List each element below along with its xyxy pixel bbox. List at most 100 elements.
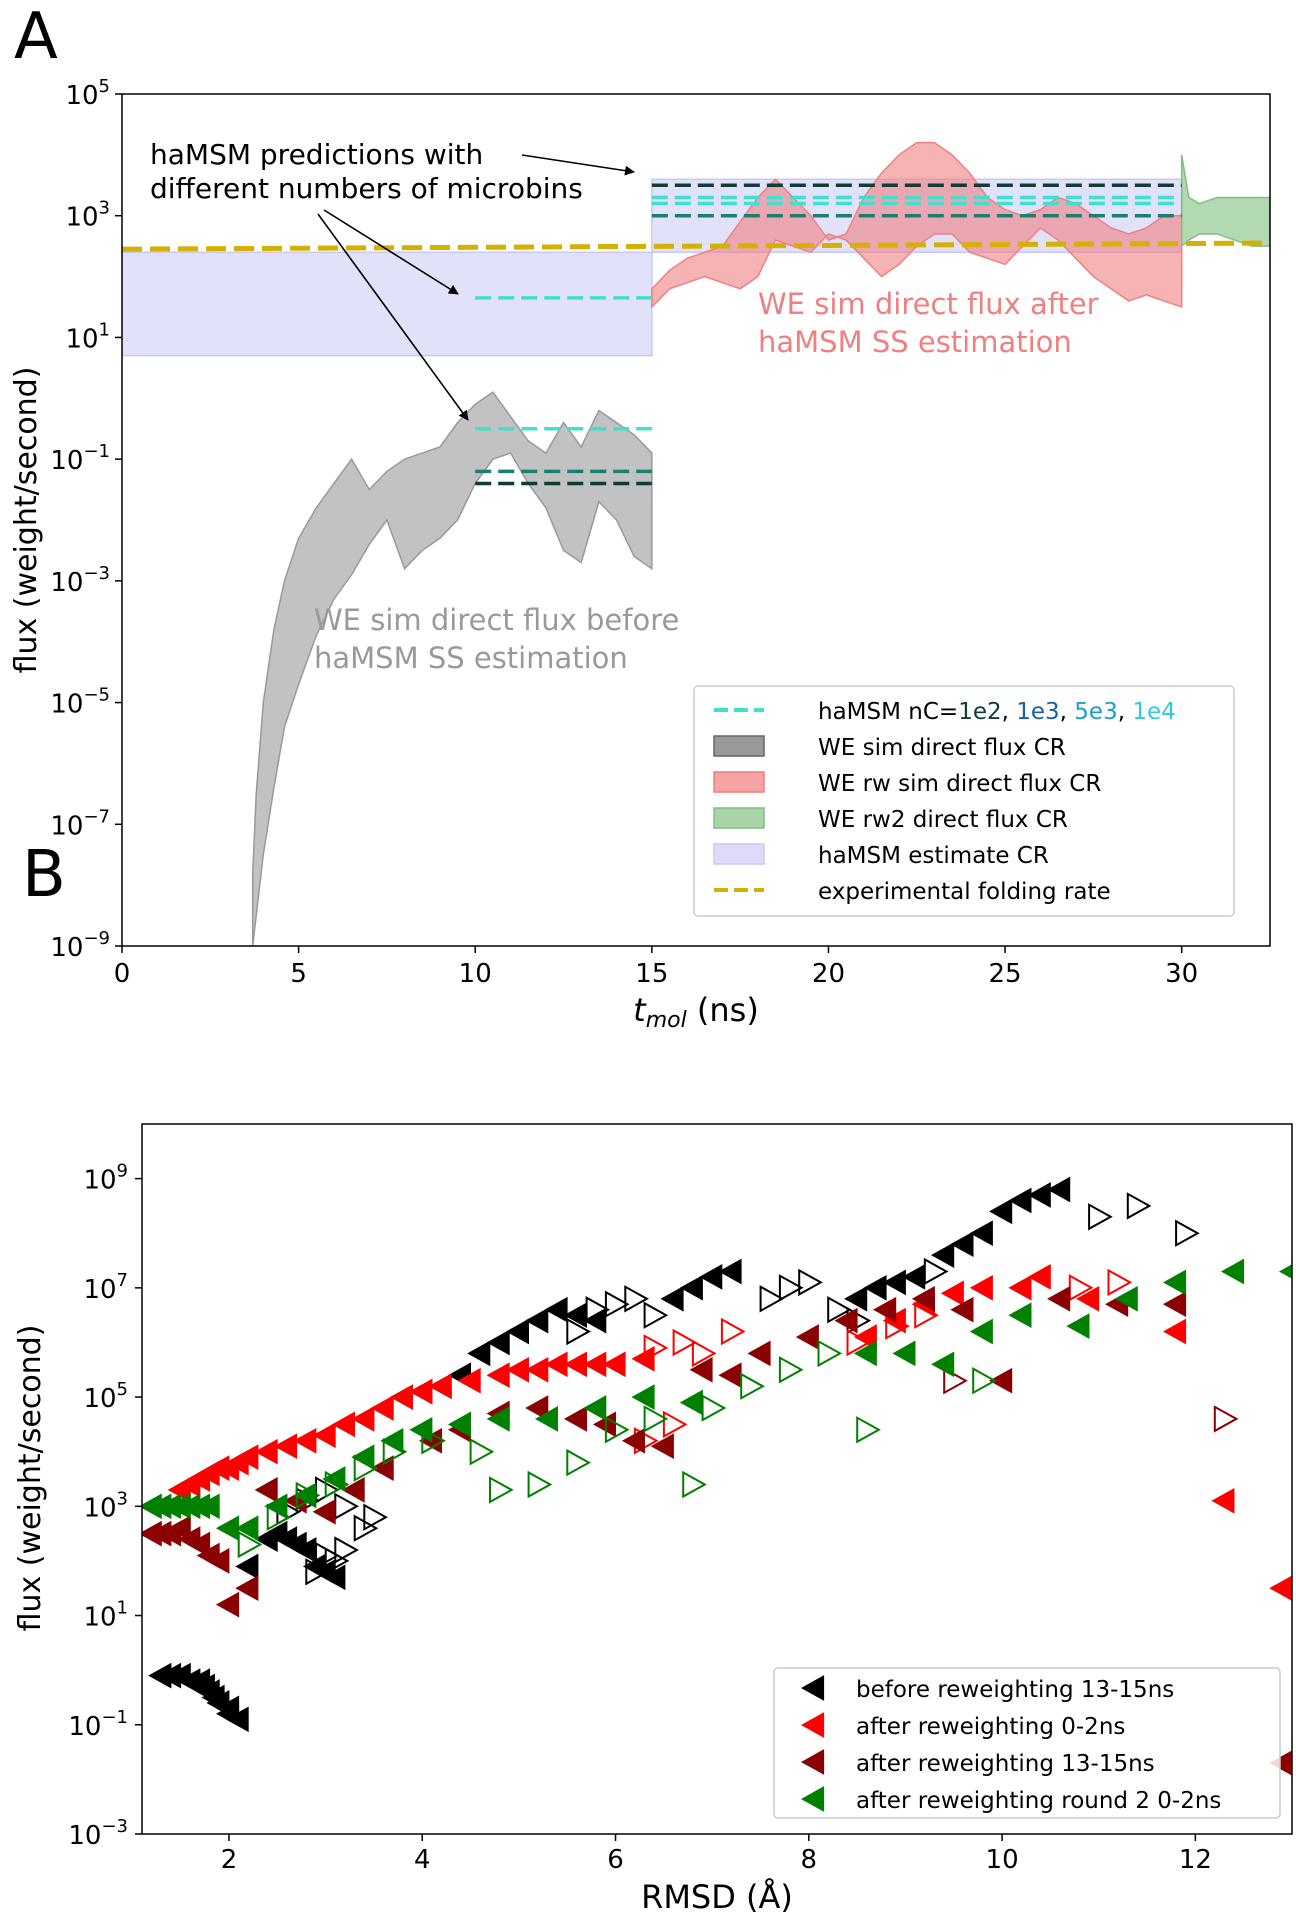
scatter-point-series-2 [1008, 1274, 1032, 1301]
scatter-point-series-0 [486, 1329, 510, 1356]
we-rw2-band [1180, 154, 1270, 248]
scatter-point-series-3 [643, 1334, 669, 1362]
scatter-point-series-4 [563, 1406, 587, 1432]
panel-a-y-tick-label: 105 [65, 76, 110, 111]
annotation-arrow-1 [323, 209, 459, 295]
scatter-point-series-7 [421, 1427, 446, 1455]
scatter-point-series-2 [1076, 1285, 1100, 1312]
panel-a-x-tick-label: 30 [1165, 959, 1198, 989]
annotation-before-line2: haMSM SS estimation [314, 641, 628, 675]
scatter-point-series-4 [254, 1477, 278, 1503]
scatter-point-series-2 [273, 1433, 298, 1460]
scatter-point-series-4 [1047, 1285, 1071, 1312]
scatter-point-series-0 [322, 1564, 346, 1591]
scatter-point-series-3 [1107, 1268, 1133, 1297]
scatter-point-series-0 [989, 1198, 1013, 1225]
scatter-point-series-7 [353, 1454, 379, 1482]
scatter-point-series-1 [643, 1301, 669, 1329]
panel-b-y-tick-label: 105 [83, 1379, 128, 1414]
scatter-point-series-7 [324, 1470, 350, 1499]
scatter-point-series-1 [778, 1274, 804, 1302]
scatter-point-series-7 [382, 1438, 408, 1466]
we-rw-sim-band [651, 141, 1183, 309]
scatter-point-series-6 [196, 1493, 220, 1520]
scatter-point-series-2 [1211, 1487, 1235, 1514]
scatter-point-series-1 [827, 1296, 852, 1324]
scatter-point-series-7 [972, 1367, 997, 1395]
scatter-point-series-1 [1175, 1219, 1200, 1247]
scatter-point-series-2 [544, 1351, 568, 1378]
scatter-point-series-1 [353, 1514, 379, 1542]
scatter-point-series-2 [370, 1395, 394, 1421]
scatter-point-series-1 [334, 1536, 359, 1564]
scatter-point-series-2 [853, 1324, 877, 1350]
panel-b-x-tick-label: 12 [1179, 1845, 1212, 1875]
scatter-point-series-1 [566, 1317, 591, 1346]
scatter-point-series-3 [662, 1410, 688, 1439]
scatter-point-series-4 [689, 1356, 713, 1383]
scatter-point-series-3 [846, 1328, 872, 1357]
scatter-point-series-2 [389, 1384, 413, 1410]
scatter-point-series-0 [1047, 1176, 1071, 1203]
scatter-point-series-6 [853, 1340, 877, 1367]
scatter-point-series-7 [266, 1503, 292, 1531]
panel-b-legend-label-1: after reweighting 0-2ns [856, 1714, 1125, 1740]
scatter-point-series-6 [1114, 1285, 1138, 1312]
panel-a-x-tick-label: 5 [290, 959, 307, 989]
panel-b-y-tick-label: 109 [83, 1161, 128, 1196]
scatter-point-series-7 [237, 1530, 263, 1559]
scatter-point-series-0 [969, 1220, 993, 1247]
we-sim-band [251, 391, 653, 946]
scatter-point-series-7 [566, 1448, 591, 1477]
scatter-point-series-6 [969, 1318, 993, 1345]
scatter-point-series-2 [235, 1444, 259, 1471]
panel-a-x-tick-label: 15 [635, 959, 668, 989]
panel-a-x-tick-label: 25 [989, 959, 1022, 989]
scatter-point-series-2 [293, 1427, 317, 1454]
scatter-point-series-4 [873, 1296, 897, 1323]
scatter-point-series-4 [950, 1296, 974, 1323]
hamsm-estimate-band [122, 251, 653, 357]
scatter-point-series-0 [660, 1285, 684, 1312]
scatter-point-series-0 [505, 1318, 529, 1345]
scatter-point-series-1 [363, 1503, 388, 1531]
experimental-folding-rate-line [122, 240, 1270, 252]
panel-b-legend-marker-1 [800, 1712, 825, 1738]
panel-b-y-tick-label: 10−1 [68, 1707, 128, 1742]
panel-a-plot-area [122, 141, 1270, 946]
panel-b-y-tick-label: 10−3 [68, 1816, 128, 1851]
annotation-after-line1: WE sim direct flux after [758, 287, 1099, 321]
scatter-point-series-2 [1027, 1264, 1051, 1290]
scatter-point-series-3 [720, 1317, 746, 1346]
annotation-arrow-0 [521, 154, 635, 176]
panel-b-x-tick-label: 8 [801, 1845, 818, 1875]
scatter-point-series-1 [624, 1285, 649, 1313]
panel-a-legend-label-2: WE rw sim direct flux CR [818, 771, 1101, 797]
panel-b-y-axis-label: flux (weight/second) [13, 1325, 48, 1632]
panel-b-x-tick-label: 2 [221, 1845, 238, 1875]
scatter-point-series-0 [1008, 1187, 1032, 1214]
panel-a-legend-label-3: WE rw2 direct flux CR [818, 807, 1068, 833]
scatter-point-series-2 [254, 1438, 278, 1465]
panel-a-legend-patch-3 [713, 807, 765, 829]
scatter-point-series-4 [1162, 1291, 1187, 1318]
panel-b-legend-label-0: before reweighting 13-15ns [856, 1677, 1174, 1703]
scatter-point-series-1 [334, 1492, 359, 1520]
scatter-point-series-6 [447, 1411, 471, 1438]
panel-a-legend-label-1: WE sim direct flux CR [818, 735, 1066, 761]
panel-a-y-tick-label: 10−7 [50, 806, 110, 841]
scatter-point-series-7 [856, 1416, 881, 1444]
annotation-hamsm-predictions-line1: haMSM predictions with [150, 138, 483, 171]
scatter-point-series-7 [682, 1470, 707, 1499]
panel-a-legend-patch-1 [713, 735, 765, 757]
scatter-point-series-6 [1066, 1313, 1090, 1339]
scatter-point-series-7 [295, 1481, 321, 1510]
scatter-point-series-6 [892, 1340, 916, 1367]
scatter-point-series-6 [409, 1416, 433, 1443]
annotation-after-line2: haMSM SS estimation [758, 325, 1072, 359]
scatter-point-series-4 [795, 1324, 819, 1350]
scatter-point-series-2 [969, 1274, 993, 1301]
panel-b-axes-frame [141, 1123, 1293, 1835]
panel-a-legend-label-0: haMSM nC=1e2, 1e3, 5e3, 1e4 [818, 699, 1176, 725]
scatter-point-series-7 [778, 1356, 804, 1384]
